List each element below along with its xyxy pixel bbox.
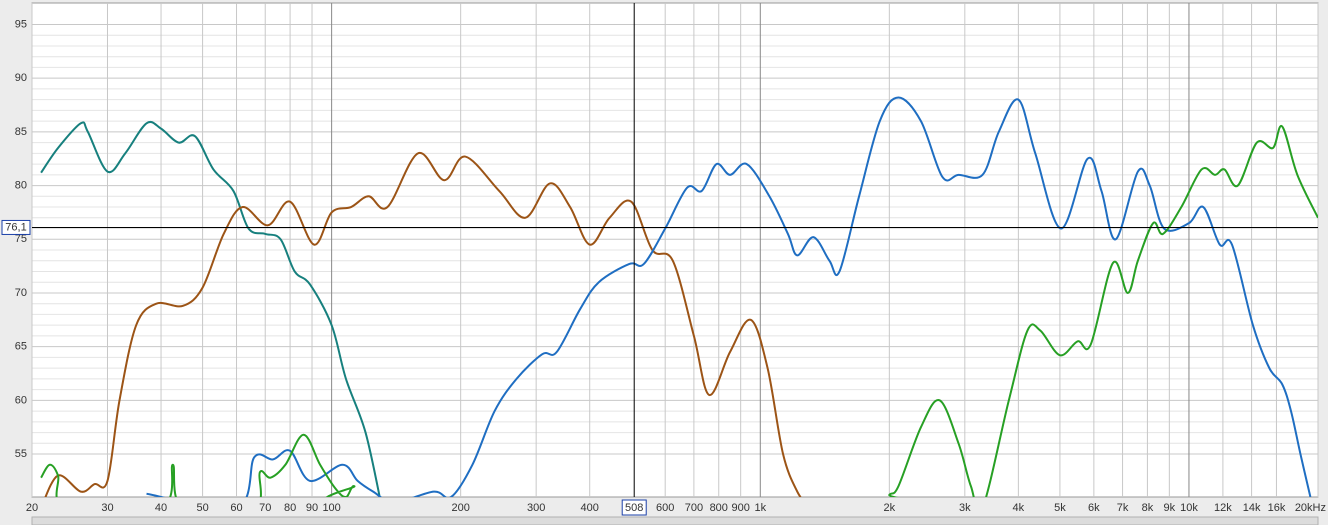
y-tick-label: 55 (15, 448, 27, 460)
labels: 55 60 65 70 75 80 85 90 95 20 30 40 50 60 70 80 90 100 200… (1, 18, 1326, 516)
x-tick-label: 7k (1117, 502, 1129, 514)
x-tick-label: 100 (322, 502, 340, 514)
y-tick-label: 95 (15, 18, 27, 30)
x-tick-label: 30 (101, 502, 113, 514)
scrollbar[interactable] (31, 516, 1319, 525)
x-tick-label: 60 (230, 502, 242, 514)
y-tick-label: 70 (15, 287, 27, 299)
x-tick-label: 4k (1013, 502, 1025, 514)
x-tick-label: 700 (685, 502, 703, 514)
x-tick-label: 14k (1243, 502, 1261, 514)
x-tick-label: 6k (1088, 502, 1100, 514)
response-curve (40, 120, 381, 497)
y-tick-label: 75 (15, 233, 27, 245)
x-tick-label: 12k (1214, 502, 1232, 514)
x-tick-label: 200 (451, 502, 469, 514)
x-tick-label: 20 (26, 502, 38, 514)
x-tick-label: 800 (710, 502, 728, 514)
x-tick-label: 3k (959, 502, 971, 514)
x-tick-label: 16k (1268, 502, 1286, 514)
x-tick-label: 50 (196, 502, 208, 514)
x-tick-label: 70 (259, 502, 271, 514)
x-tick-label: 5k (1054, 502, 1066, 514)
y-tick-label: 60 (15, 394, 27, 406)
x-tick-label: 300 (527, 502, 545, 514)
response-curve (40, 125, 1318, 497)
y-tick-label: 65 (15, 341, 27, 353)
cursor-x-label: 508 (625, 502, 643, 514)
x-tick-label: 20kHz (1295, 502, 1326, 514)
x-tick-label: 80 (284, 502, 296, 514)
y-tick-label: 90 (15, 72, 27, 84)
x-tick-label: 10k (1180, 502, 1198, 514)
x-tick-label: 600 (656, 502, 674, 514)
x-tick-label: 90 (306, 502, 318, 514)
curves (32, 3, 1318, 497)
x-tick-label: 40 (155, 502, 167, 514)
x-tick-label: 2k (884, 502, 896, 514)
x-tick-label: 1k (754, 502, 766, 514)
x-tick-label: 400 (581, 502, 599, 514)
cursor-y-label: 76,1 (5, 221, 26, 233)
cursor-label-box (621, 499, 647, 516)
x-tick-label: 9k (1164, 502, 1176, 514)
response-curve (44, 152, 802, 497)
x-tick-label: 900 (731, 502, 749, 514)
y-tick-label: 85 (15, 126, 27, 138)
y-tick-label: 80 (15, 179, 27, 191)
grid (31, 3, 1319, 497)
cursor-label-box (1, 219, 31, 235)
x-tick-label: 8k (1142, 502, 1154, 514)
